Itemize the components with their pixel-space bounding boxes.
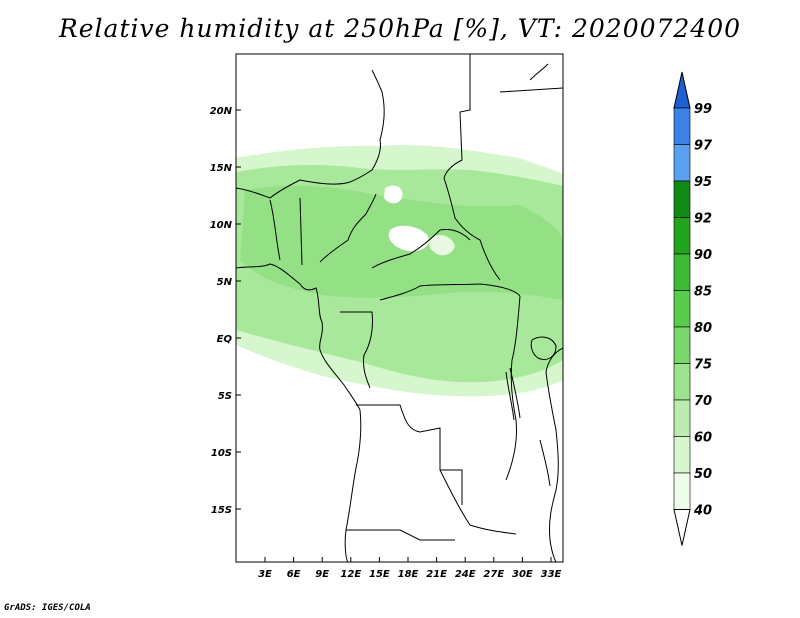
lon-tick-label: 30E xyxy=(512,569,533,580)
grads-credit: GrADS: IGES/COLA xyxy=(4,603,91,613)
border-libya xyxy=(443,54,471,179)
lon-tick-label: 33E xyxy=(541,569,562,580)
border-sahel xyxy=(236,169,373,199)
border-angola xyxy=(356,404,463,505)
colorbar-label: 60 xyxy=(694,431,712,446)
humidity-gap-2 xyxy=(428,235,455,256)
humidity-gap xyxy=(388,225,429,252)
lat-tick-label: 20N xyxy=(210,106,233,117)
humidity-field xyxy=(236,145,563,397)
lon-tick-label: 3E xyxy=(258,569,272,580)
lon-tick-label: 6E xyxy=(287,569,301,580)
coastlines xyxy=(236,54,563,562)
longitude-axis: 3E 6E 9E 12E 15E 18E 21E 24E 27E 30E 33E xyxy=(258,557,562,580)
lon-tick-label: 15E xyxy=(369,569,390,580)
border-congo xyxy=(340,311,373,389)
lon-tick-label: 24E xyxy=(455,569,476,580)
lon-tick-label: 9E xyxy=(315,569,329,580)
red-sea-coast xyxy=(499,63,563,93)
lon-tick-label: 21E xyxy=(426,569,447,580)
map-title: Relative humidity at 250hPa [%], VT: 202… xyxy=(58,14,742,43)
lake-malawi xyxy=(539,439,551,487)
lat-tick-label: 5S xyxy=(218,391,232,402)
lake-victoria xyxy=(530,336,557,360)
border-namibia xyxy=(346,529,455,541)
border-sudan xyxy=(443,177,501,281)
east-africa-coast xyxy=(545,347,563,562)
latitude-axis: 20N 15N 10N 5N EQ 5S 10S 15S xyxy=(210,106,241,516)
colorbar-swatch xyxy=(673,436,691,474)
colorbar-swatch xyxy=(673,253,691,291)
colorbar-label: 75 xyxy=(694,358,712,373)
humidity-gap-3 xyxy=(384,185,403,204)
colorbar-label: 40 xyxy=(693,504,712,519)
lat-tick-label: 10N xyxy=(210,220,233,231)
lake-tanganyika xyxy=(505,367,521,421)
colorbar-label: 85 xyxy=(694,285,712,300)
colorbar-label: 80 xyxy=(694,321,712,336)
lat-tick-label: 5N xyxy=(217,277,233,288)
colorbar-label: 95 xyxy=(694,175,712,190)
lat-tick-label: 15S xyxy=(211,505,232,516)
colorbar-label: 97 xyxy=(694,139,713,154)
border-zambia xyxy=(439,469,517,535)
colorbar-label: 99 xyxy=(694,102,712,117)
colorbar-swatch xyxy=(673,144,691,182)
lon-tick-label: 27E xyxy=(483,569,504,580)
colorbar-label: 92 xyxy=(694,212,712,227)
lat-tick-label: EQ xyxy=(217,334,233,345)
lat-tick-label: 10S xyxy=(211,448,232,459)
colorbar-label: 70 xyxy=(694,394,712,409)
colorbar-label: 50 xyxy=(694,467,712,482)
border-drc-north xyxy=(379,283,521,301)
border-chad-west xyxy=(371,69,385,171)
colorbar-swatch xyxy=(673,107,691,145)
border-nigeria xyxy=(269,197,303,266)
colorbar-top-arrow xyxy=(673,71,691,109)
lon-tick-label: 12E xyxy=(340,569,361,580)
colorbar-swatch xyxy=(673,399,691,437)
colorbar: 99 97 95 92 90 85 80 75 70 60 50 40 xyxy=(673,71,713,546)
colorbar-swatch xyxy=(673,180,691,218)
border-car xyxy=(371,229,471,269)
border-cameroon xyxy=(319,193,377,263)
lat-tick-label: 15N xyxy=(210,163,233,174)
colorbar-bottom-arrow xyxy=(673,509,691,546)
lon-tick-label: 18E xyxy=(398,569,419,580)
map-frame xyxy=(235,53,564,563)
colorbar-swatch xyxy=(673,326,691,364)
colorbar-swatch xyxy=(673,363,691,401)
border-drc-east xyxy=(505,295,521,481)
colorbar-swatch xyxy=(673,217,691,255)
colorbar-label: 90 xyxy=(694,248,712,263)
colorbar-swatch xyxy=(673,472,691,510)
west-africa-coast xyxy=(236,263,362,562)
colorbar-swatch xyxy=(673,290,691,328)
